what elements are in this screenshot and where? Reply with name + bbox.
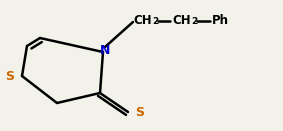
Text: Ph: Ph xyxy=(212,13,229,26)
Text: 2: 2 xyxy=(191,18,197,26)
Text: S: S xyxy=(5,70,14,83)
Text: 2: 2 xyxy=(152,18,158,26)
Text: S: S xyxy=(136,105,145,119)
Text: CH: CH xyxy=(172,13,191,26)
Text: N: N xyxy=(100,45,110,58)
Text: CH: CH xyxy=(133,13,152,26)
